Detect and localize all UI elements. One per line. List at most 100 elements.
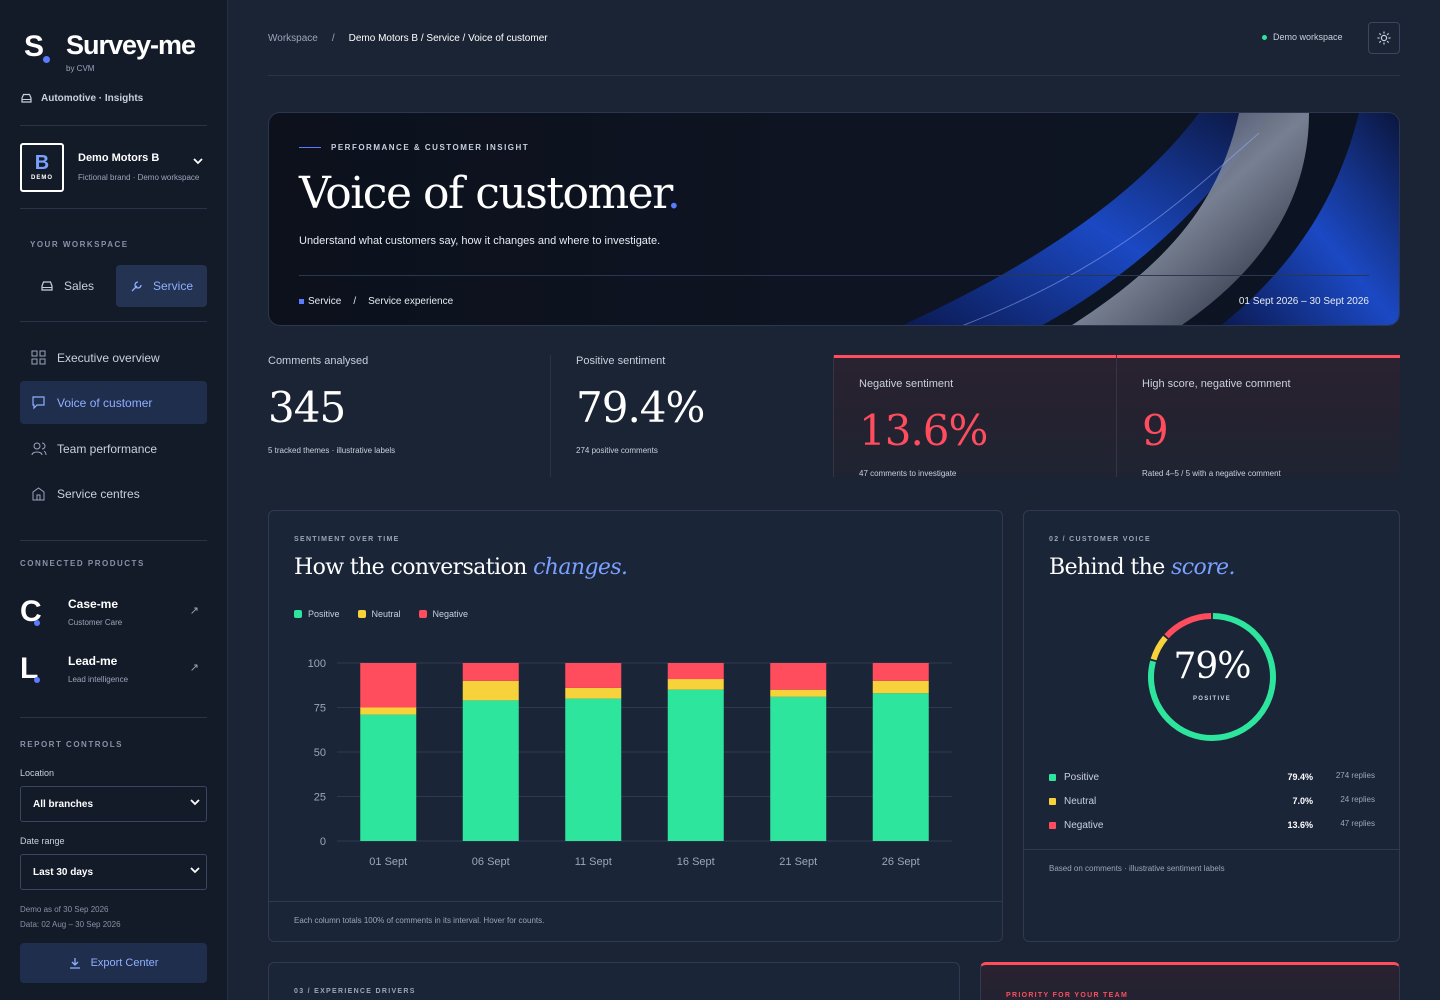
- location-select[interactable]: All branches: [20, 786, 207, 822]
- header-divider: [268, 75, 1400, 76]
- product-desc: Customer Care: [68, 618, 123, 627]
- experience-drivers-panel: 03 / EXPERIENCE DRIVERS: [268, 962, 960, 1000]
- sentiment-row-negative: Negative 13.6% 47 replies: [1049, 819, 1375, 835]
- kpi-label: Positive sentiment: [576, 355, 666, 367]
- panel-kicker: 03 / EXPERIENCE DRIVERS: [294, 988, 416, 995]
- kpi-divider: [833, 355, 834, 477]
- export-center-button[interactable]: Export Center: [20, 943, 207, 983]
- x-tick-label: 11 Sept: [575, 856, 612, 868]
- divider: [20, 321, 207, 322]
- kpi-label: Negative sentiment: [859, 378, 954, 390]
- donut-slice-negative: [1164, 613, 1212, 639]
- bar-segment-positive: Positive 11 Sept: 80%: [565, 698, 622, 841]
- x-tick-label: 21 Sept: [779, 856, 817, 868]
- account-switcher[interactable]: B DEMO Demo Motors B Fictional brand · D…: [20, 142, 207, 192]
- panel-title: Behind the score.: [1049, 555, 1235, 580]
- legend-positive: Positive: [294, 609, 340, 619]
- customer-voice-panel: 02 / CUSTOMER VOICE Behind the score. 79…: [1023, 510, 1400, 942]
- bar-segment-neutral: Neutral 06 Sept: 11%: [462, 680, 519, 701]
- panel-divider: [269, 901, 1002, 902]
- bar-segment-negative: Negative 21 Sept: 15%: [770, 663, 827, 690]
- nav-service-centres[interactable]: Service centres: [20, 472, 207, 515]
- bar-segment-neutral: Neutral 21 Sept: 4%: [770, 689, 827, 697]
- date-range-select[interactable]: Last 30 days: [20, 854, 207, 890]
- bar-segment-neutral: Neutral 16 Sept: 6%: [667, 679, 724, 690]
- bar-segment-positive: Positive 21 Sept: 81%: [770, 696, 827, 841]
- bar-segment-neutral: Neutral 11 Sept: 6%: [565, 687, 622, 699]
- page-title: Voice of customer.: [299, 168, 681, 219]
- workspace-label: YOUR WORKSPACE: [30, 240, 129, 249]
- divider: [20, 208, 207, 209]
- kpi-positive-sentiment: Positive sentiment 79.4% 274 positive co…: [576, 355, 826, 477]
- demo-date-meta: Demo as of 30 Sep 2026: [20, 905, 109, 914]
- panel-title: How the conversation changes.: [294, 555, 628, 580]
- product-lead-me[interactable]: L Lead-me Lead intelligence ↗: [20, 649, 207, 689]
- theme-toggle-button[interactable]: [1368, 22, 1400, 54]
- wrench-icon: [131, 280, 142, 291]
- nav-voice-of-customer[interactable]: Voice of customer: [20, 381, 207, 424]
- bar-segment-negative: Negative 26 Sept: 10%: [872, 663, 929, 681]
- tab-service[interactable]: Service: [116, 265, 207, 307]
- bar-segment-positive: Positive 01 Sept: 71%: [360, 714, 417, 841]
- grid-icon: [30, 349, 47, 366]
- x-tick-label: 01 Sept: [369, 856, 407, 868]
- abstract-ribbon-image: [903, 113, 1399, 325]
- bar-segment-positive: Positive 26 Sept: 83%: [872, 693, 929, 841]
- account-desc: Fictional brand · Demo workspace: [78, 173, 200, 182]
- download-icon: [69, 958, 80, 969]
- tab-sales[interactable]: Sales: [20, 265, 114, 307]
- kpi-comments-analysed: Comments analysed 345 5 tracked themes ·…: [268, 355, 548, 477]
- sentiment-over-time-panel: SENTIMENT OVER TIME How the conversation…: [268, 510, 1003, 942]
- brand-logo[interactable]: S Survey-me by CVM: [24, 30, 196, 73]
- bar-segment-negative: Negative 11 Sept: 14%: [565, 663, 622, 688]
- sentiment-row-positive: Positive 79.4% 274 replies: [1049, 771, 1375, 787]
- chat-icon: [30, 394, 47, 411]
- date-range-label: Date range: [20, 836, 65, 846]
- x-tick-label: 16 Sept: [677, 856, 715, 868]
- breadcrumb-separator: /: [331, 33, 335, 44]
- bar-segment-positive: Positive 06 Sept: 79%: [462, 700, 519, 841]
- hero-date-range: 01 Sept 2026 – 30 Sept 2026: [1238, 296, 1369, 307]
- nav-executive-overview[interactable]: Executive overview: [20, 336, 207, 379]
- sun-icon: [1377, 31, 1391, 45]
- kpi-value: 13.6%: [859, 406, 988, 455]
- kpi-note: Rated 4–5 / 5 with a negative comment: [1142, 469, 1281, 478]
- breadcrumb-root[interactable]: Workspace: [268, 33, 318, 44]
- y-tick-label: 75: [314, 703, 326, 715]
- product-name: Lead-me: [68, 654, 118, 668]
- status-dot: [1262, 34, 1267, 40]
- car-icon: [21, 93, 32, 103]
- bar-segment-negative: Negative 06 Sept: 10%: [462, 663, 519, 681]
- nav-team-performance[interactable]: Team performance: [20, 427, 207, 470]
- divider: [20, 540, 207, 541]
- users-icon: [30, 440, 47, 457]
- workspace-status: Demo workspace: [1262, 32, 1343, 42]
- kpi-divider: [550, 355, 551, 477]
- external-link-icon[interactable]: ↗: [189, 662, 199, 674]
- chevron-down-icon[interactable]: [193, 154, 203, 168]
- priority-panel: PRIORITY FOR YOUR TEAM: [980, 962, 1400, 1000]
- bar-segment-neutral: Neutral 26 Sept: 7%: [872, 680, 929, 694]
- x-tick-label: 26 Sept: [882, 856, 920, 868]
- product-case-me[interactable]: C Case-me Customer Care ↗: [20, 592, 207, 632]
- legend-neutral: Neutral: [357, 609, 401, 619]
- product-name: Case-me: [68, 597, 119, 611]
- case-me-logo: C: [20, 595, 42, 628]
- building-icon: [30, 485, 47, 502]
- chart-footnote: Each column totals 100% of comments in i…: [294, 916, 545, 925]
- sentiment-row-neutral: Neutral 7.0% 24 replies: [1049, 795, 1375, 811]
- sentiment-donut: 79% POSITIVE: [1144, 609, 1280, 745]
- bar-segment-positive: Positive 16 Sept: 85%: [667, 689, 724, 841]
- kpi-high-score-negative: High score, negative comment 9 Rated 4–5…: [1117, 355, 1400, 478]
- tag-marker: [299, 299, 304, 304]
- panel-kicker: PRIORITY FOR YOUR TEAM: [1006, 992, 1129, 999]
- hero-kicker: PERFORMANCE & CUSTOMER INSIGHT: [299, 143, 529, 152]
- account-logo: B DEMO: [20, 142, 64, 192]
- brand-mark: S: [24, 30, 54, 64]
- y-tick-label: 0: [320, 836, 326, 848]
- external-link-icon[interactable]: ↗: [189, 605, 199, 617]
- kpi-value: 79.4%: [576, 383, 705, 432]
- kpi-value: 9: [1142, 406, 1169, 455]
- kpi-value: 345: [268, 383, 346, 432]
- breadcrumb: Workspace / Demo Motors B / Service / Vo…: [268, 33, 548, 44]
